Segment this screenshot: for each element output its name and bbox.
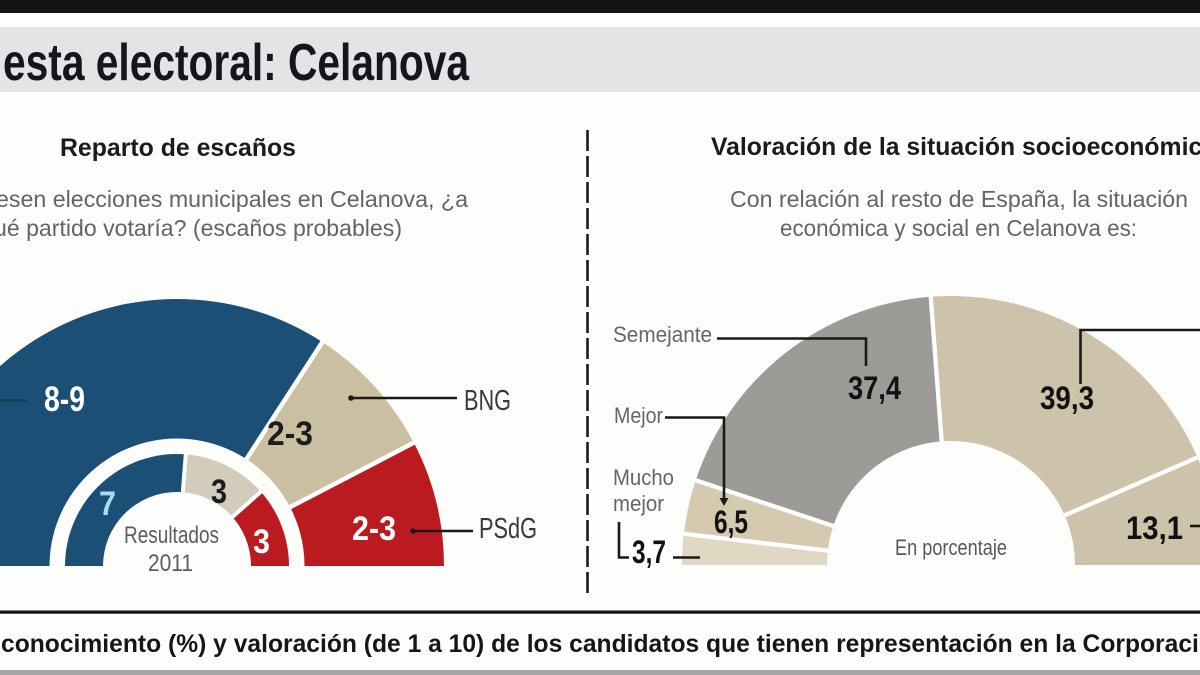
svg-text:Semejante: Semejante bbox=[613, 322, 712, 347]
svg-text:mejor: mejor bbox=[613, 491, 664, 516]
svg-text:39,3: 39,3 bbox=[1040, 380, 1094, 416]
svg-text:PSdG: PSdG bbox=[479, 513, 537, 545]
svg-text:3,7: 3,7 bbox=[632, 534, 666, 570]
svg-text:En porcentaje: En porcentaje bbox=[895, 535, 1007, 560]
svg-text:Valoración de la situación soc: Valoración de la situación socioeconómic… bbox=[711, 133, 1200, 161]
svg-text:7: 7 bbox=[99, 485, 116, 523]
svg-text:conocimiento (%) y valoración: conocimiento (%) y valoración (de 1 a 10… bbox=[1, 630, 1200, 658]
svg-text:2-3: 2-3 bbox=[352, 510, 396, 548]
svg-text:esta electoral: Celanova: esta electoral: Celanova bbox=[3, 34, 470, 92]
svg-text:3: 3 bbox=[211, 473, 227, 511]
svg-text:Mejor: Mejor bbox=[614, 403, 663, 428]
svg-text:6,5: 6,5 bbox=[714, 504, 748, 540]
svg-text:8-9: 8-9 bbox=[44, 380, 85, 419]
svg-text:económica y social en Celanova: económica y social en Celanova es: bbox=[780, 215, 1137, 241]
svg-text:2-3: 2-3 bbox=[267, 415, 313, 453]
svg-text:Reparto de escaños: Reparto de escaños bbox=[60, 134, 296, 162]
svg-text:13,1: 13,1 bbox=[1126, 510, 1183, 546]
svg-text:3: 3 bbox=[253, 523, 270, 561]
svg-text:ué partido votaría? (escaños p: ué partido votaría? (escaños probables) bbox=[0, 215, 402, 241]
svg-text:Con relación al resto de Españ: Con relación al resto de España, la situ… bbox=[730, 186, 1188, 212]
svg-text:Mucho: Mucho bbox=[613, 465, 674, 490]
svg-text:37,4: 37,4 bbox=[848, 370, 901, 406]
svg-text:2011: 2011 bbox=[148, 550, 193, 577]
svg-text:BNG: BNG bbox=[464, 385, 511, 417]
svg-text:esen elecciones municipales en: esen elecciones municipales en Celanova,… bbox=[0, 186, 468, 212]
svg-text:Resultados: Resultados bbox=[124, 522, 219, 549]
